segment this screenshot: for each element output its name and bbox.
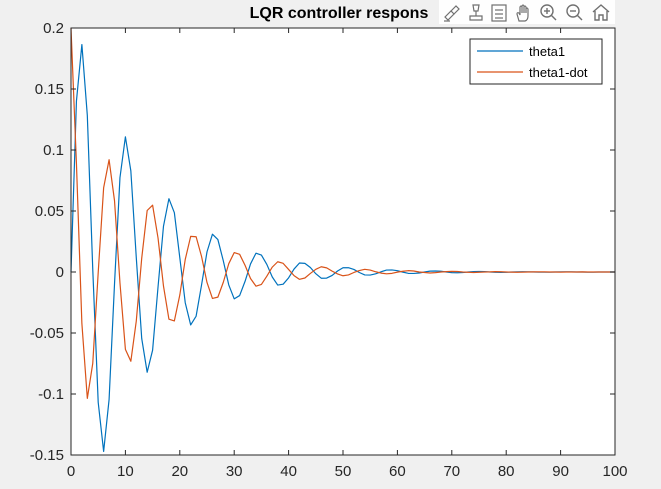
x-tick-label: 30 xyxy=(226,463,243,480)
legend-box xyxy=(469,38,603,85)
pan-hand-icon[interactable] xyxy=(516,4,529,22)
zoom-in-icon[interactable] xyxy=(540,4,557,21)
y-tick-label: 0.05 xyxy=(35,203,64,220)
x-tick-label: 10 xyxy=(117,463,134,480)
y-tick-label: 0.1 xyxy=(43,142,64,159)
y-axis: -0.15 -0.1 -0.05 0 0.05 0.1 0.15 0.2 xyxy=(30,20,615,464)
x-tick-label: 90 xyxy=(552,463,569,480)
legend-label-theta1: theta1 xyxy=(529,44,565,59)
home-icon[interactable] xyxy=(592,4,610,21)
x-tick-label: 50 xyxy=(335,463,352,480)
x-axis: 0 10 20 30 40 50 60 70 80 90 100 xyxy=(67,28,628,480)
axes-toolbar xyxy=(439,0,615,24)
y-tick-label: -0.05 xyxy=(30,325,64,342)
y-tick-label: 0.2 xyxy=(43,20,64,37)
y-tick-label: 0 xyxy=(56,264,64,281)
series-line-theta1-dot[interactable] xyxy=(70,27,615,399)
brush-icon[interactable] xyxy=(444,5,460,22)
x-tick-label: 20 xyxy=(171,463,188,480)
legend[interactable]: theta1 theta1-dot xyxy=(469,38,603,85)
y-tick-label: 0.15 xyxy=(35,81,64,98)
y-tick-label: -0.1 xyxy=(38,386,64,403)
x-tick-label: 70 xyxy=(443,463,460,480)
x-tick-label: 40 xyxy=(280,463,297,480)
series-layer xyxy=(70,27,615,453)
axes-background[interactable] xyxy=(71,28,615,455)
legend-label-theta1-dot: theta1-dot xyxy=(529,65,588,80)
legend-toggle-icon[interactable] xyxy=(491,4,507,22)
x-tick-label: 80 xyxy=(498,463,515,480)
x-tick-label: 100 xyxy=(602,463,627,480)
y-tick-label: -0.15 xyxy=(30,447,64,464)
x-tick-label: 60 xyxy=(389,463,406,480)
zoom-out-icon[interactable] xyxy=(566,4,583,21)
chart-title: LQR controller respons xyxy=(250,5,429,22)
x-tick-label: 0 xyxy=(67,463,75,480)
data-cursor-icon[interactable] xyxy=(469,4,483,21)
